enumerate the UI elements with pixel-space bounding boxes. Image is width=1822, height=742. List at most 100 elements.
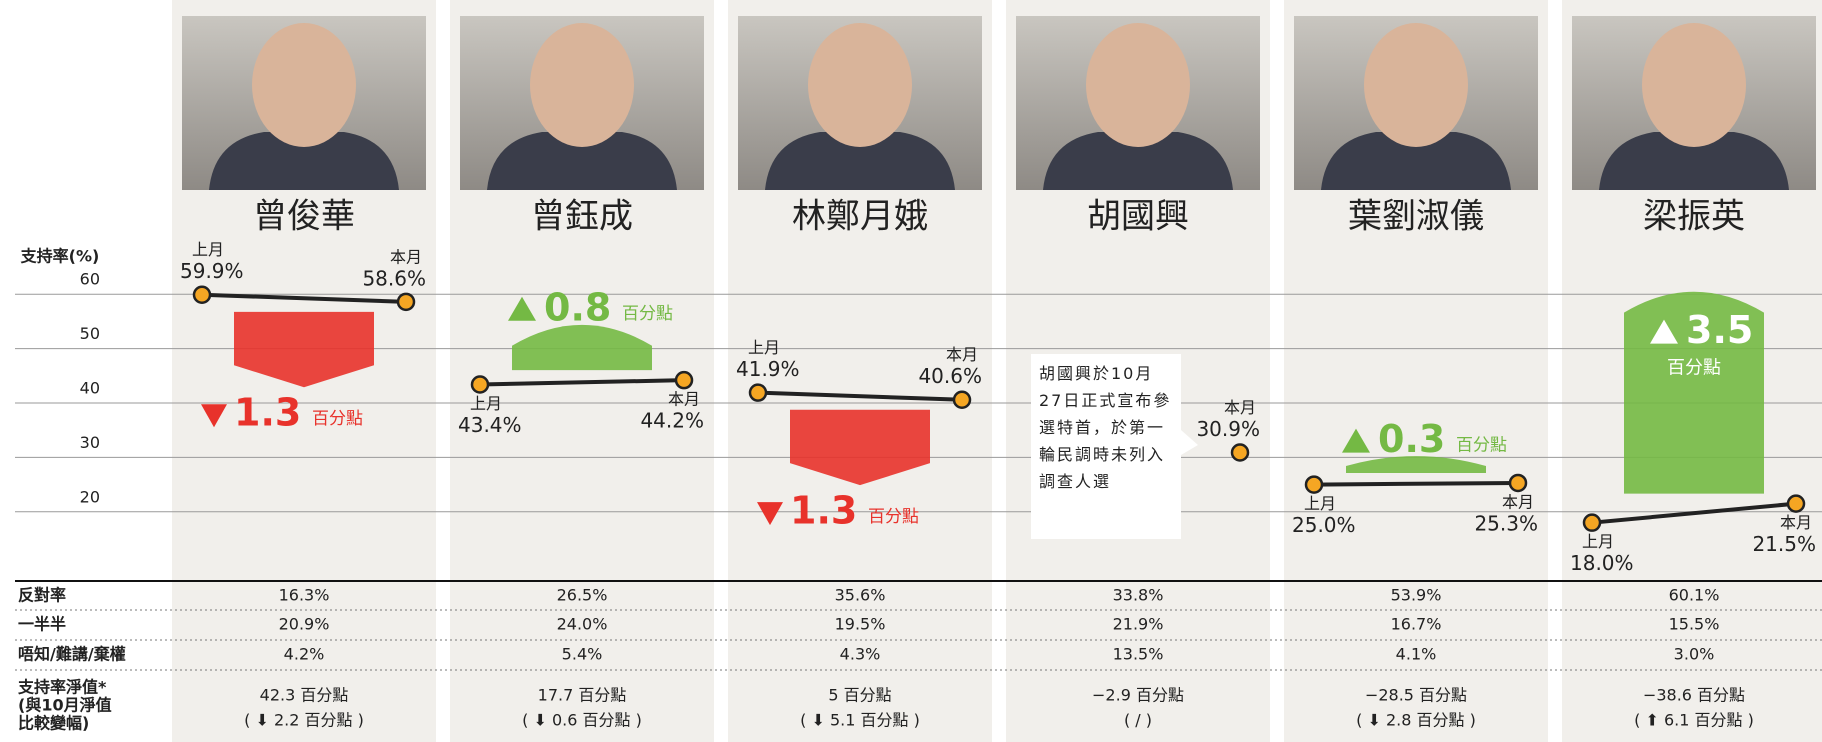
period-label: 本月 [1780,513,1812,532]
row-label: 一半半 [18,615,66,634]
data-point [398,294,414,310]
data-point [1584,515,1600,531]
data-point [1788,496,1804,512]
table-cell: 5.4% [562,645,603,664]
y-tick-label: 20 [80,487,100,506]
change-unit: 百分點 [622,304,673,324]
table-cell: −38.6 百分點 [1643,686,1745,705]
photo-face [1364,23,1468,147]
table-cell: 19.5% [835,615,886,634]
table-cell: −28.5 百分點 [1365,686,1467,705]
table-cell: ( ⬇ 0.6 百分點 ) [522,711,642,730]
table-cell: 4.1% [1396,645,1437,664]
table-cell: 5 百分點 [828,686,891,705]
change-value: 1.3 [790,489,857,533]
table-cell: ( / ) [1124,711,1152,730]
value-label: 44.2% [640,409,704,433]
photo-face [530,23,634,147]
period-label: 上月 [192,240,224,259]
y-tick-label: 50 [80,324,100,343]
candidate-name: 葉劉淑儀 [1348,197,1484,237]
row-label: (與10月淨值 [18,696,112,715]
table-cell: 4.2% [284,645,325,664]
table-cell: −2.9 百分點 [1092,686,1184,705]
data-point [472,377,488,393]
table-cell: 16.7% [1391,615,1442,634]
photo-face [1642,23,1746,147]
row-label: 比較變幅) [18,714,89,733]
page: 支持率(%) 曾俊華 曾鈺成 林鄭月娥 胡國興 葉劉淑儀 梁振英 20 30 40 50 60 1.3… [0,0,1822,742]
table-cell: ( ⬇ 2.8 百分點 ) [1356,711,1476,730]
value-label: 40.6% [918,364,982,388]
change-value: 3.5 [1686,308,1753,352]
value-label: 59.9% [180,259,244,283]
table-cell: 35.6% [835,586,886,605]
table-cell: 53.9% [1391,586,1442,605]
row-label: 支持率淨值* [17,678,107,697]
period-label: 本月 [390,247,422,266]
photo-face [1086,23,1190,147]
data-point [1306,477,1322,493]
table-cell: 24.0% [557,615,608,634]
candidate-name: 林鄭月娥 [792,197,928,237]
table-cell: ( ⬇ 5.1 百分點 ) [800,711,920,730]
y-tick-label: 30 [80,433,100,452]
candidate-name: 曾鈺成 [531,197,633,237]
photo-face [808,23,912,147]
y-tick-label: 60 [80,270,100,289]
period-label: 本月 [1502,492,1534,511]
value-label: 21.5% [1752,532,1816,556]
table-cell: 21.9% [1113,615,1164,634]
slope-line [1314,483,1518,485]
table-cell: ( ⬇ 2.2 百分點 ) [244,711,364,730]
value-label: 25.3% [1474,511,1538,535]
period-label: 本月 [668,390,700,409]
table-cell: 60.1% [1669,586,1720,605]
table-cell: 26.5% [557,586,608,605]
row-label: 反對率 [18,586,66,605]
data-point [194,287,210,303]
table-cell: 42.3 百分點 [260,686,349,705]
table-cell: 3.0% [1674,645,1715,664]
note: 胡國興於10月27日正式宣布參選特首，於第一輪民調時未列入調查人選 [1039,360,1177,540]
change-unit: 百分點 [1667,358,1721,379]
data-point [954,392,970,408]
table-cell: 17.7 百分點 [538,686,627,705]
data-point [676,372,692,388]
note-text: 胡國興於10月27日正式宣布參選特首，於第一輪民調時未列入調查人選 [1039,360,1177,495]
data-point [750,385,766,401]
candidate-name: 胡國興 [1087,197,1189,237]
table-cell: 16.3% [279,586,330,605]
value-label: 58.6% [362,266,426,290]
change-value: 0.3 [1378,417,1445,461]
y-tick-label: 40 [80,379,100,398]
value-label: 18.0% [1570,551,1634,575]
value-label: 41.9% [736,357,800,381]
period-label: 上月 [1582,532,1614,551]
value-label: 25.0% [1292,513,1356,537]
period-label: 本月 [946,345,978,364]
table-cell: 33.8% [1113,586,1164,605]
period-label: 上月 [470,394,502,413]
value-label: 30.9% [1196,417,1260,441]
period-label: 上月 [1304,494,1336,513]
change-unit: 百分點 [868,507,919,527]
period-label: 上月 [748,338,780,357]
candidate-name: 梁振英 [1643,197,1745,237]
change-unit: 百分點 [1456,436,1507,456]
row-label: 唔知/難講/棄權 [18,645,126,664]
period-label: 本月 [1224,398,1256,417]
change-value: 1.3 [234,391,301,435]
candidate-name: 曾俊華 [253,197,355,237]
table-cell: ( ⬆ 6.1 百分點 ) [1634,711,1754,730]
table-cell: 13.5% [1113,645,1164,664]
y-axis-title: 支持率(%) [20,247,100,266]
value-label: 43.4% [458,413,522,437]
table-cell: 4.3% [840,645,881,664]
table-cell: 15.5% [1669,615,1720,634]
change-unit: 百分點 [312,409,363,429]
data-point [1510,475,1526,491]
data-point [1232,445,1248,461]
table-cell: 20.9% [279,615,330,634]
change-value: 0.8 [544,285,611,329]
